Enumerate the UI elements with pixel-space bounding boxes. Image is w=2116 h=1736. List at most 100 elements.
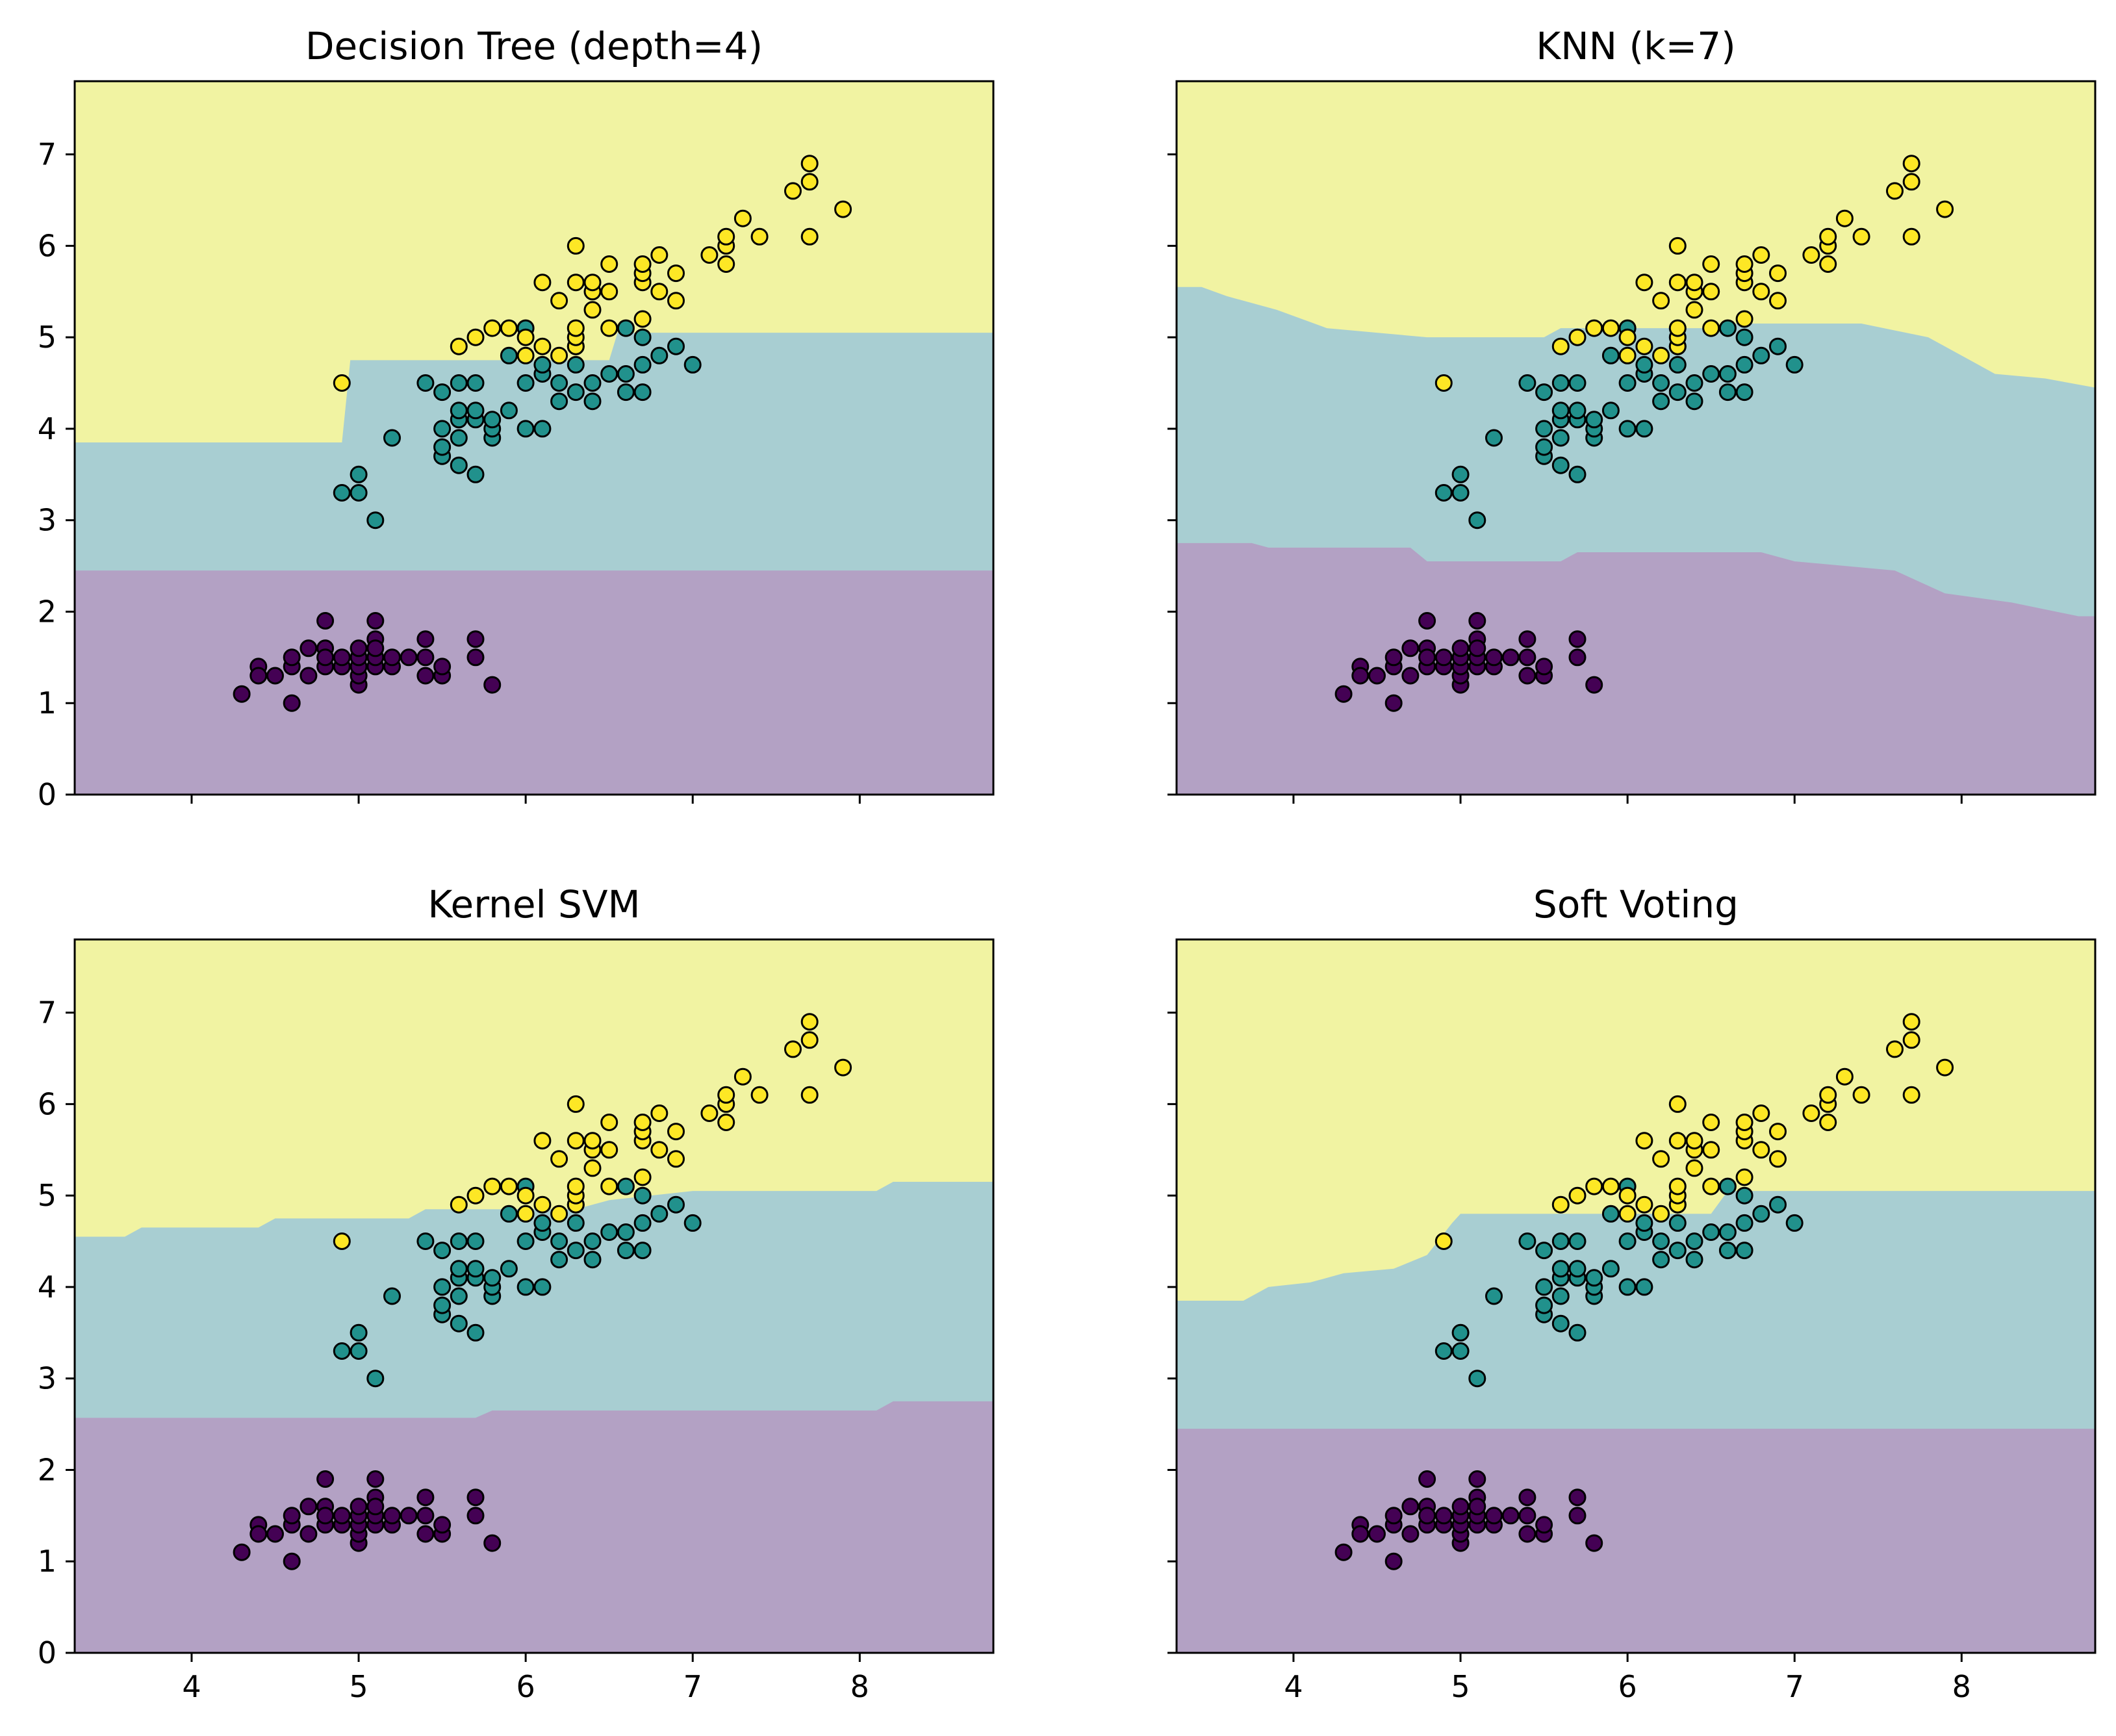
point-class1-14	[450, 1232, 468, 1250]
point-class2-38	[1902, 173, 1920, 191]
point-class2-40	[834, 1058, 852, 1077]
point-class2-35	[1852, 1086, 1870, 1104]
point-class1-3	[1468, 1370, 1486, 1388]
point-class2-39	[800, 1013, 819, 1031]
point-class2-36	[1886, 182, 1904, 200]
point-class1-42	[633, 328, 652, 346]
point-class1-2	[350, 1323, 368, 1342]
point-class1-0	[1434, 484, 1453, 502]
axes-frame	[1175, 80, 2097, 796]
point-class2-7	[533, 1195, 552, 1214]
point-class1-8	[433, 1278, 452, 1296]
point-class1-5	[416, 1232, 435, 1250]
point-class2-26	[1752, 283, 1770, 301]
point-class1-35	[583, 1251, 602, 1269]
point-class2-29	[1769, 264, 1787, 283]
y-tick-label: 7	[38, 137, 57, 172]
point-class2-16	[1685, 301, 1703, 319]
point-class1-8	[1535, 1278, 1553, 1296]
point-class2-0	[333, 374, 351, 392]
point-class2-39	[1902, 1013, 1920, 1031]
point-class0-28	[416, 667, 435, 685]
point-class2-15	[1668, 236, 1687, 255]
x-tick-label: 8	[850, 1669, 869, 1704]
point-class0-7	[1401, 1525, 1420, 1543]
point-class2-0	[1434, 374, 1453, 392]
point-class1-24	[516, 420, 535, 438]
point-class2-4	[1601, 319, 1620, 337]
point-class1-22	[500, 1260, 518, 1278]
point-class1-1	[350, 1342, 368, 1360]
point-class1-0	[333, 484, 351, 502]
point-class2-2	[1568, 1186, 1587, 1205]
point-class1-9	[433, 383, 452, 402]
y-tick-label: 0	[38, 777, 57, 812]
x-tick-label: 5	[1451, 1669, 1470, 1704]
point-class1-24	[516, 1278, 535, 1296]
point-class2-37	[1902, 227, 1920, 246]
point-class2-38	[800, 1031, 819, 1049]
point-class1-38	[617, 383, 635, 402]
point-class2-16	[583, 301, 602, 319]
point-class1-46	[1718, 1177, 1737, 1195]
point-class1-27	[533, 420, 552, 438]
point-class0-14	[1434, 1507, 1453, 1525]
panel-title: KNN (k=7)	[1536, 24, 1736, 68]
point-class0-2	[1351, 1525, 1370, 1543]
point-class1-13	[1551, 1260, 1570, 1278]
point-class1-40	[1735, 1242, 1753, 1260]
point-class0-11	[316, 1470, 335, 1488]
point-class1-18	[1568, 1232, 1587, 1250]
point-class2-9	[550, 1205, 568, 1223]
point-class1-9	[1535, 1242, 1553, 1260]
point-class1-14	[1551, 374, 1570, 392]
point-class0-2	[249, 667, 268, 685]
point-class1-37	[1702, 365, 1720, 383]
point-class0-7	[300, 667, 318, 685]
decision-regions	[1177, 81, 2095, 795]
point-class1-45	[683, 1214, 702, 1232]
decision-regions	[1177, 939, 2095, 1653]
point-class1-5	[416, 374, 435, 392]
point-class0-32	[433, 657, 452, 676]
point-class1-39	[617, 365, 635, 383]
point-class1-43	[1752, 346, 1770, 364]
point-class1-11	[450, 429, 468, 447]
point-class2-20	[600, 1141, 618, 1159]
point-class0-12	[316, 648, 335, 667]
point-class2-22	[633, 1168, 652, 1186]
point-class1-32	[567, 1242, 585, 1260]
x-tick-label: 6	[516, 1669, 535, 1704]
y-tick-label: 0	[38, 1635, 57, 1670]
point-class1-8	[433, 420, 452, 438]
point-class2-29	[667, 264, 685, 283]
point-class0-4	[1384, 694, 1403, 712]
point-class2-14	[1668, 274, 1687, 292]
point-class1-27	[1635, 1278, 1653, 1296]
point-class2-15	[1668, 1095, 1687, 1113]
point-class1-7	[433, 438, 452, 456]
scatter-points	[233, 155, 852, 712]
point-class2-1	[1551, 1195, 1570, 1214]
point-class1-10	[1551, 1314, 1570, 1333]
point-class1-21	[483, 411, 502, 429]
point-class0-26	[1485, 1507, 1503, 1525]
point-class1-2	[1451, 465, 1470, 483]
point-class2-35	[750, 227, 769, 246]
x-tick-label: 8	[1952, 1669, 1971, 1704]
point-class1-33	[1668, 355, 1687, 374]
scatter-points	[1334, 1013, 1954, 1570]
panel-title: Decision Tree (depth=4)	[305, 24, 763, 68]
point-class0-0	[1334, 1543, 1353, 1561]
point-class0-19	[1451, 639, 1470, 657]
point-class2-14	[567, 274, 585, 292]
point-class1-43	[650, 346, 669, 364]
panel-1: 0 1 2 3 4 5 6 7 Decision Tree (depth=4)	[38, 24, 995, 812]
point-class2-28	[667, 292, 685, 310]
point-class1-39	[617, 1223, 635, 1241]
point-class1-32	[1668, 383, 1687, 402]
point-class1-7	[433, 1296, 452, 1314]
point-class0-30	[416, 1488, 435, 1507]
decision-regions	[75, 81, 993, 795]
point-class2-27	[1752, 246, 1770, 264]
